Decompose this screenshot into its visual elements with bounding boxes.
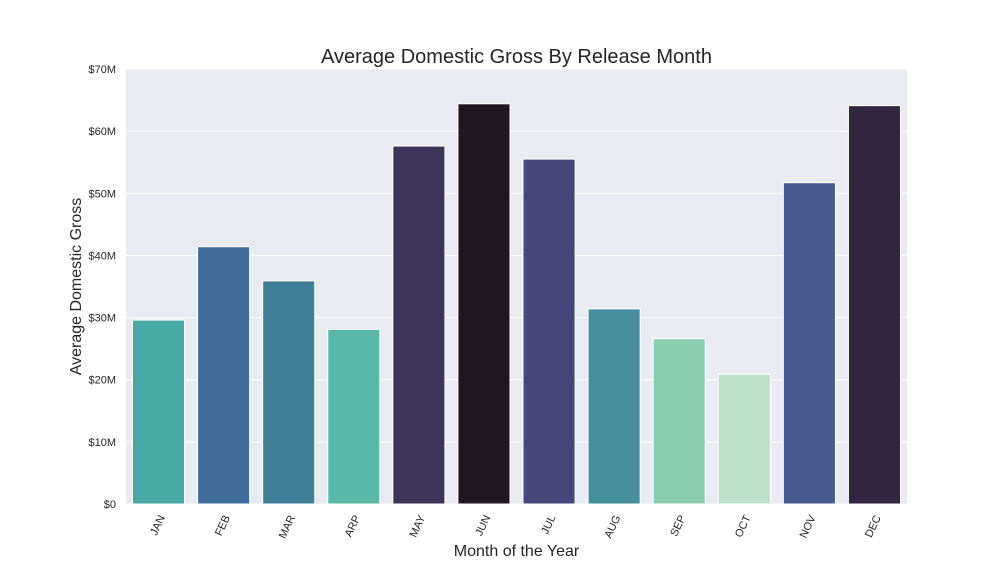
x-tick-label: MAY xyxy=(408,513,429,540)
bar-oct xyxy=(717,373,771,505)
x-axis-label: Month of the Year xyxy=(454,543,580,560)
y-tick-label: $30M xyxy=(88,313,116,325)
y-tick-label: $60M xyxy=(88,126,116,138)
y-axis-label: Average Domestic Gross xyxy=(68,198,85,376)
bar-aug xyxy=(587,308,641,505)
x-tick-label: OCT xyxy=(733,513,754,539)
bar-jan xyxy=(132,319,186,505)
bar-sep xyxy=(652,338,706,505)
bar-dec xyxy=(847,105,901,505)
y-tick-label: $0 xyxy=(104,499,116,511)
plot-area xyxy=(126,69,907,504)
x-tick-label: FEB xyxy=(213,513,233,537)
x-tick-label: JUL xyxy=(539,513,558,536)
x-tick-label: DEC xyxy=(863,513,884,539)
y-axis-ticks: $0 $10M $20M $30M $40M $50M $60M $70M xyxy=(88,64,116,511)
bar-mar xyxy=(262,280,316,505)
bar-jun xyxy=(457,103,511,505)
gridlines xyxy=(126,68,907,505)
bars xyxy=(132,103,901,505)
x-tick-label: NOV xyxy=(798,513,819,540)
bar-may xyxy=(392,145,446,505)
chart-title: Average Domestic Gross By Release Month xyxy=(321,46,712,68)
x-tick-label: AUG xyxy=(603,513,624,540)
y-tick-label: $40M xyxy=(88,250,116,262)
x-tick-label: MAR xyxy=(277,513,298,540)
bar-nov xyxy=(782,182,836,505)
x-tick-label: JAN xyxy=(148,513,168,537)
y-tick-label: $10M xyxy=(88,437,116,449)
bar-feb xyxy=(197,246,251,505)
y-tick-label: $50M xyxy=(88,188,116,200)
y-tick-label: $20M xyxy=(88,375,116,387)
x-axis-ticks: JAN FEB MAR ARP MAY JUN JUL AUG SEP OCT NOV DEC xyxy=(148,513,884,541)
bar-jul xyxy=(522,158,576,505)
x-tick-label: SEP xyxy=(668,513,688,538)
x-tick-label: ARP xyxy=(343,513,363,539)
bar-arp xyxy=(327,328,381,505)
x-tick-label: JUN xyxy=(473,513,493,538)
y-tick-label: $70M xyxy=(88,64,116,76)
